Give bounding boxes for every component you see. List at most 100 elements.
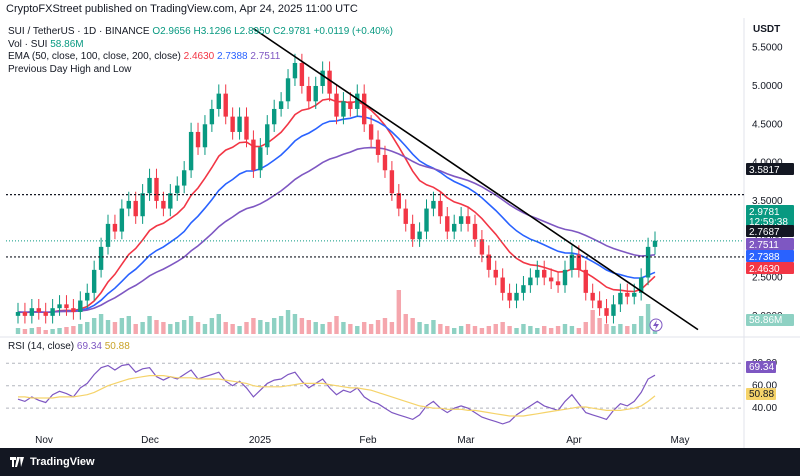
footer-bar: TradingView: [0, 448, 800, 476]
price-level-label: 2.4630: [749, 264, 780, 275]
chart-svg[interactable]: 5.50005.00004.50004.00003.50003.00002.50…: [0, 18, 800, 448]
volume-bar: [258, 320, 263, 334]
candle-body: [348, 101, 353, 109]
price-level-tag: [746, 262, 794, 274]
candle-body: [625, 292, 630, 297]
rsi-legend: RSI (14, close) 69.34 50.88: [8, 341, 130, 352]
volume-bar: [175, 322, 180, 334]
volume-bar: [292, 314, 298, 334]
volume-bar: [133, 324, 138, 334]
volume-bar: [105, 320, 111, 334]
candle-body: [590, 292, 595, 301]
volume-bar: [382, 318, 388, 334]
volume-bar: [251, 318, 256, 334]
price-tick-label: 4.5000: [752, 119, 783, 130]
ema50-line: [17, 98, 656, 314]
candle-body: [209, 108, 215, 125]
ema-label[interactable]: EMA (50, close, 100, close, 200, close): [8, 51, 181, 62]
rsi-tag-label: 69.34: [749, 362, 774, 373]
candle-body: [465, 216, 471, 224]
volume-bar: [78, 324, 83, 334]
candle-body: [292, 62, 298, 79]
volume-bar: [431, 320, 436, 334]
volume-bar: [472, 326, 478, 334]
candle-body: [389, 170, 395, 194]
volume-bar: [188, 316, 194, 334]
candle-body: [154, 177, 159, 201]
candle-body: [105, 223, 111, 247]
candle-body: [521, 285, 526, 293]
rsi-label[interactable]: RSI (14, close): [8, 341, 75, 352]
volume-bar: [569, 326, 575, 334]
price-level-tag: [746, 205, 794, 227]
candle-body: [98, 246, 104, 270]
volume-label[interactable]: Vol · SUI: [8, 38, 48, 50]
rsi-ma-tag-label: 50.88: [749, 389, 774, 400]
rsi-tag: [746, 361, 776, 373]
volume-bar: [375, 320, 381, 334]
volume-bar: [161, 322, 166, 334]
candle-body: [542, 269, 547, 278]
candle-body: [438, 200, 443, 217]
candle-body: [645, 246, 651, 278]
candle-body: [313, 85, 318, 102]
candle-body: [632, 292, 637, 297]
open-value: O2.9656: [152, 26, 191, 37]
ema100-value: 2.7388: [217, 51, 248, 62]
rsi-line: [17, 363, 656, 425]
candle-body: [195, 131, 201, 148]
volume-bar: [361, 322, 367, 334]
volume-bar: [465, 324, 471, 334]
candle-body: [355, 93, 360, 109]
pdhl-label[interactable]: Previous Day High and Low: [8, 63, 132, 75]
candle-body: [161, 200, 166, 209]
symbol-label[interactable]: SUI / TetherUS · 1D · BINANCE: [8, 26, 150, 37]
volume-bar: [618, 324, 623, 334]
volume-bar: [438, 324, 443, 334]
chart-frame[interactable]: 5.50005.00004.50004.00003.50003.00002.50…: [0, 18, 800, 448]
rsi-value: 69.34: [76, 341, 102, 352]
candle-body: [458, 216, 464, 224]
volume-bar: [29, 328, 35, 334]
volume-bar: [452, 328, 457, 334]
volume-bar: [202, 324, 208, 334]
candle-body: [507, 292, 512, 301]
volume-bar: [368, 324, 374, 334]
high-value: H3.1296: [193, 26, 232, 37]
volume-bar: [348, 324, 353, 334]
footer-brand: TradingView: [30, 456, 95, 468]
price-level-label: 2.7511: [749, 240, 779, 251]
price-level-label: 3.5817: [749, 165, 780, 176]
volume-bar: [36, 327, 41, 334]
candle-body: [417, 231, 422, 240]
ema200-line: [17, 146, 656, 314]
candle-body: [258, 147, 263, 171]
volume-bar: [542, 326, 547, 334]
volume-bar: [244, 322, 249, 334]
volume-bar: [396, 290, 402, 334]
candle-body: [133, 200, 138, 217]
candle-body: [43, 312, 48, 316]
candle-body: [535, 269, 540, 278]
volume-bar: [341, 322, 346, 334]
volume-bar: [98, 314, 104, 334]
volume-bar: [528, 326, 533, 334]
candle-body: [486, 254, 492, 270]
volume-bar: [479, 328, 485, 334]
candle-body: [562, 269, 568, 286]
candle-body: [237, 116, 242, 132]
volume-bar: [486, 326, 492, 334]
candle-body: [230, 116, 235, 132]
candle-body: [569, 254, 575, 270]
volume-bar: [91, 318, 97, 334]
price-level-label: 2.7687: [749, 227, 780, 238]
rsi-ma-value: 50.88: [104, 341, 130, 352]
volume-value: 58.86M: [50, 38, 84, 50]
price-level-label: 2.9781: [749, 207, 780, 218]
volume-bar: [22, 329, 28, 334]
volume-bar: [265, 322, 270, 334]
volume-bar: [230, 324, 235, 334]
volume-bar: [424, 324, 429, 334]
candle-body: [85, 292, 90, 301]
rsi-tick-label: 60.00: [752, 381, 777, 392]
